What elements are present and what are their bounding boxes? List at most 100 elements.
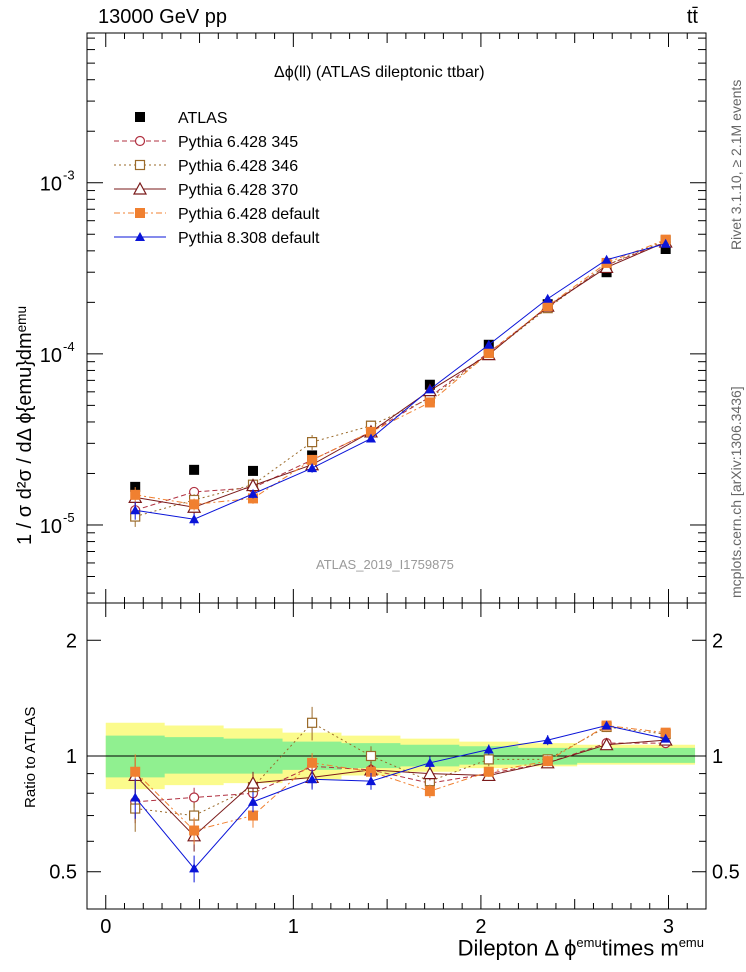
ratio-point: [130, 796, 141, 807]
data-point: [305, 457, 320, 471]
legend-marker: [134, 135, 146, 147]
ratio-point: [130, 792, 141, 802]
rivet-version-label: Rivet 3.1.10, ≥ 2.1M events: [728, 79, 744, 250]
data-point: [247, 482, 259, 493]
ratio-point: [542, 756, 553, 767]
y-tick-label-main: 10: [40, 345, 62, 367]
ratio-point: [130, 766, 141, 777]
y-tick-label-ratio: 0.5: [49, 862, 77, 884]
ratio-point: [365, 750, 377, 762]
data-point: [601, 260, 612, 271]
ratio-point: [601, 720, 612, 730]
ratio-point: [248, 810, 259, 821]
data-point: [187, 499, 202, 513]
x-tick-label: 0: [100, 916, 111, 938]
data-point: [542, 299, 553, 310]
y-tick-label-exponent: -5: [63, 510, 75, 525]
data-point: [365, 426, 377, 437]
data-point: [424, 397, 435, 408]
ratio-point: [422, 766, 437, 780]
data-point: [601, 257, 612, 268]
legend-label: ATLAS: [178, 110, 228, 127]
ratio-point: [540, 755, 555, 769]
main-plot-frame: [86, 32, 707, 604]
ratio-point: [658, 732, 673, 746]
ratio-point: [189, 792, 200, 803]
data-point: [481, 347, 496, 361]
data-point: [247, 479, 259, 490]
ratio-point: [483, 766, 494, 777]
ratio-point: [189, 825, 200, 836]
ratio-point: [307, 774, 318, 784]
series-line-main: [135, 241, 666, 511]
data-point: [189, 514, 200, 524]
ratio-band-inner: [105, 735, 696, 778]
data-point: [601, 254, 612, 264]
data-point: [422, 383, 437, 397]
ratio-point: [424, 786, 435, 797]
data-point: [542, 302, 553, 313]
ratio-point: [424, 757, 435, 767]
legend-entry: Pythia 6.428 346: [114, 158, 298, 175]
data-point: [307, 463, 318, 473]
data-point: [365, 426, 376, 437]
series-line-main: [135, 241, 666, 508]
data-point: [599, 260, 614, 274]
ratio-point: [542, 735, 553, 745]
legend-entry: Pythia 6.428 370: [114, 181, 298, 199]
data-point: [365, 433, 376, 443]
series-line-ratio: [134, 725, 666, 870]
ratio-plot-frame: [86, 602, 707, 910]
data-point: [365, 420, 377, 431]
data-point: [130, 481, 141, 492]
data-point: [189, 486, 200, 498]
ratio-point: [660, 733, 671, 743]
series-line-ratio: [135, 722, 666, 817]
ratio-point: [483, 754, 494, 765]
y-tick-label-ratio: 2: [66, 630, 77, 652]
data-point: [601, 260, 612, 271]
ratio-point: [245, 775, 261, 789]
data-point: [601, 267, 612, 278]
ratio-point: [305, 770, 320, 783]
data-point: [245, 478, 261, 492]
data-point: [128, 490, 143, 503]
analysis-id-label: ATLAS_2019_I1759875: [316, 557, 454, 572]
ratio-point: [483, 744, 494, 754]
ratio-point: [307, 757, 318, 768]
ratio-point: [189, 810, 200, 821]
ratio-point: [130, 803, 141, 814]
data-point: [307, 450, 318, 461]
x-tick-label: 1: [288, 916, 299, 938]
ratio-point: [601, 720, 612, 731]
ratio-point: [365, 766, 376, 777]
data-point: [542, 303, 553, 314]
data-point: [660, 244, 671, 255]
data-point: [365, 420, 376, 431]
data-point: [424, 391, 435, 403]
y-tick-label-main: 10: [40, 174, 62, 196]
legend-entry: Pythia 8.308 default: [114, 230, 320, 247]
y-tick-label-main: 10: [40, 516, 62, 538]
series-line-main: [135, 239, 666, 505]
series-3: [128, 234, 673, 852]
legend-entry: ATLAS: [135, 110, 228, 127]
data-point: [189, 494, 200, 506]
series-line-ratio: [134, 725, 666, 832]
data-point: [483, 348, 494, 359]
series-1: [130, 236, 671, 824]
series-0: [130, 244, 671, 492]
data-point: [130, 511, 141, 522]
series-line-main: [135, 239, 666, 518]
ratio-point: [599, 737, 614, 751]
ratio-point: [424, 778, 435, 789]
ratio-point: [424, 776, 435, 787]
data-point: [542, 301, 553, 312]
plot-frames: [86, 32, 707, 910]
x-axis-label-sup: emu: [576, 935, 602, 950]
legend-label: Pythia 6.428 345: [178, 134, 298, 151]
data-point: [660, 236, 671, 248]
legend-label: Pythia 6.428 346: [178, 158, 298, 175]
data-point: [660, 235, 671, 246]
series-2: [130, 235, 671, 832]
